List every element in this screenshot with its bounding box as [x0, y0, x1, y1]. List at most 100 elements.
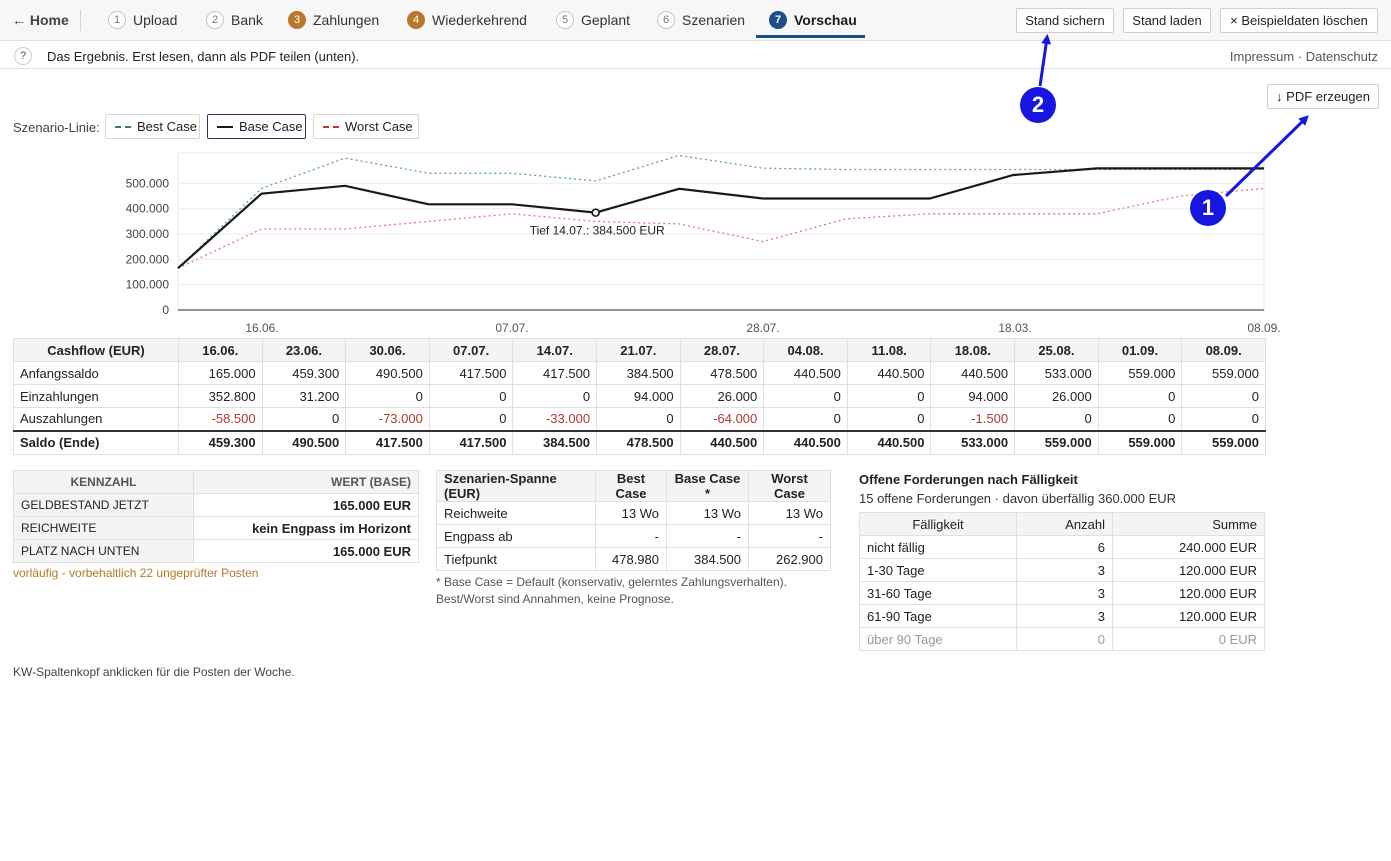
- row-label: Auszahlungen: [13, 407, 179, 431]
- week-column-header[interactable]: 28.07.: [679, 338, 765, 362]
- spread-cell: 13 Wo: [666, 501, 749, 525]
- spread-head: Best Case: [595, 470, 667, 502]
- scenario-option-label: Worst Case: [345, 119, 413, 134]
- week-column-header[interactable]: 04.08.: [763, 338, 848, 362]
- table-cell: 559.000: [1181, 429, 1266, 455]
- y-tick-label: 500.000: [126, 176, 170, 190]
- table-cell: 0: [763, 384, 848, 408]
- plot-area: [177, 152, 1265, 311]
- week-column-header[interactable]: 01.09.: [1097, 338, 1183, 362]
- table-cell: 533.000: [1014, 361, 1099, 385]
- low-point-annotation: Tief 14.07.: 384.500 EUR: [530, 224, 665, 238]
- table-cell: 478.500: [679, 361, 765, 385]
- week-column-header[interactable]: 11.08.: [846, 338, 932, 362]
- legal-links[interactable]: Impressum · Datenschutz: [1229, 49, 1378, 64]
- scenario-worst-case[interactable]: Worst Case: [313, 114, 419, 139]
- y-tick-label: 300.000: [126, 227, 170, 241]
- step-bank[interactable]: 2 Bank: [206, 9, 263, 31]
- row-label: Anfangssaldo: [13, 361, 179, 385]
- table-cell: 384.500: [596, 361, 681, 385]
- chart-svg: 500.000 400.000 300.000 200.000 100.000 0 16.0…: [126, 152, 1281, 335]
- table-row: 61-90 Tage 3 120.000 EUR: [859, 604, 1265, 628]
- clear-sample-data-button[interactable]: × Beispieldaten löschen: [1220, 8, 1378, 33]
- scenario-best-case[interactable]: Best Case: [105, 114, 200, 139]
- receivables-subtitle: 15 offene Forderungen · davon überfällig…: [859, 491, 1177, 506]
- week-column-header[interactable]: 21.07.: [596, 338, 681, 362]
- receivables-cell: nicht fällig: [859, 535, 1017, 559]
- cashflow-chart: 500.000 400.000 300.000 200.000 100.000 0 16.0…: [0, 140, 1300, 340]
- generate-pdf-button[interactable]: ↓ PDF erzeugen: [1267, 84, 1379, 109]
- kpi-table: KENNZAHL WERT (BASE) Geldbestand jetzt 1…: [13, 470, 419, 563]
- table-cell: 417.500: [512, 361, 598, 385]
- step-zahlungen[interactable]: 3 Zahlungen: [288, 9, 379, 31]
- step-vorschau[interactable]: 7 Vorschau: [769, 9, 857, 31]
- table-row: Auszahlungen -58.500 0 -73.000 0 -33.000 0 -64.…: [13, 407, 1266, 431]
- step-number: 4: [407, 11, 425, 29]
- table-cell: 0: [763, 407, 848, 431]
- scenario-base-case[interactable]: Base Case: [207, 114, 306, 139]
- preliminary-note: vorläufig - vorbehaltlich 22 ungeprüfter…: [13, 566, 259, 580]
- week-column-header[interactable]: 16.06.: [178, 338, 263, 362]
- spread-cell: Reichweite: [436, 501, 596, 525]
- receivables-cell: 3: [1016, 558, 1113, 582]
- scenario-option-label: Base Case: [239, 119, 303, 134]
- receivables-cell: 3: [1016, 604, 1113, 628]
- step-wiederkehrend[interactable]: 4 Wiederkehrend: [407, 9, 527, 31]
- table-row: über 90 Tage 0 0 EUR: [859, 627, 1265, 651]
- kpi-key: Reichweite: [13, 516, 194, 540]
- home-link[interactable]: ← Home: [12, 12, 69, 28]
- table-cell: -73.000: [345, 407, 430, 431]
- receivables-cell: 0 EUR: [1112, 627, 1265, 651]
- receivables-cell: 31-60 Tage: [859, 581, 1017, 605]
- week-column-header[interactable]: 08.09.: [1181, 338, 1266, 362]
- table-cell: -33.000: [512, 407, 598, 431]
- week-column-header[interactable]: 07.07.: [428, 338, 514, 362]
- x-tick-label: 18.03.: [998, 321, 1031, 335]
- spread-cell: 262.900: [748, 547, 831, 571]
- table-cell: -64.000: [679, 407, 765, 431]
- table-row: Einzahlungen 352.800 31.200 0 0 0 94.000 26.000…: [13, 384, 1266, 408]
- table-cell: 440.500: [763, 361, 848, 385]
- week-column-header[interactable]: 23.06.: [261, 338, 347, 362]
- scenario-spread-table: Szenarien-Spanne (EUR) Best Case Base Ca…: [436, 470, 831, 571]
- table-cell: 417.500: [345, 429, 430, 455]
- table-cell: 478.500: [596, 429, 681, 455]
- step-label: Bank: [231, 12, 263, 28]
- table-cell: 0: [1097, 384, 1183, 408]
- load-state-button[interactable]: Stand laden: [1123, 8, 1211, 33]
- step-upload[interactable]: 1 Upload: [108, 9, 177, 31]
- step-szenarien[interactable]: 6 Szenarien: [657, 9, 745, 31]
- kpi-head-value: WERT (BASE): [193, 470, 419, 494]
- week-column-header[interactable]: 30.06.: [345, 338, 430, 362]
- step-geplant[interactable]: 5 Geplant: [556, 9, 630, 31]
- table-header-row: Cashflow (EUR) 16.06. 23.06. 30.06. 07.07. 14…: [13, 338, 1266, 362]
- scenario-label: Szenario-Linie:: [13, 120, 100, 135]
- table-cell: 0: [846, 384, 932, 408]
- spread-cell: -: [595, 524, 667, 548]
- table-cell: 0: [428, 384, 514, 408]
- annotation-badge-2: 2: [1020, 87, 1056, 123]
- table-cell: 533.000: [930, 429, 1016, 455]
- save-state-button[interactable]: Stand sichern: [1016, 8, 1114, 33]
- week-column-header[interactable]: 18.08.: [930, 338, 1016, 362]
- table-cell: 440.500: [846, 361, 932, 385]
- cashflow-table: Cashflow (EUR) 16.06. 23.06. 30.06. 07.07. 14…: [13, 338, 1266, 455]
- table-cell: 0: [1014, 407, 1099, 431]
- table-cell: 165.000: [178, 361, 263, 385]
- top-navigation: ← Home 1 Upload 2 Bank 3 Zahlungen 4 Wie…: [0, 0, 1391, 41]
- kpi-head-key: KENNZAHL: [13, 470, 194, 494]
- y-tick-label: 100.000: [126, 278, 170, 292]
- week-column-header[interactable]: 25.08.: [1014, 338, 1099, 362]
- table-row: nicht fällig 6 240.000 EUR: [859, 535, 1265, 559]
- table-cell: 440.500: [763, 429, 848, 455]
- table-cell: 0: [1181, 407, 1266, 431]
- table-cell: 490.500: [345, 361, 430, 385]
- cashflow-header-label: Cashflow (EUR): [13, 338, 179, 362]
- kpi-key: Geldbestand jetzt: [13, 493, 194, 517]
- help-icon[interactable]: ?: [14, 47, 32, 65]
- table-row: Platz nach unten 165.000 EUR: [13, 539, 419, 563]
- table-cell: 440.500: [679, 429, 765, 455]
- table-cell: 490.500: [261, 429, 347, 455]
- table-cell: 384.500: [512, 429, 598, 455]
- week-column-header[interactable]: 14.07.: [512, 338, 598, 362]
